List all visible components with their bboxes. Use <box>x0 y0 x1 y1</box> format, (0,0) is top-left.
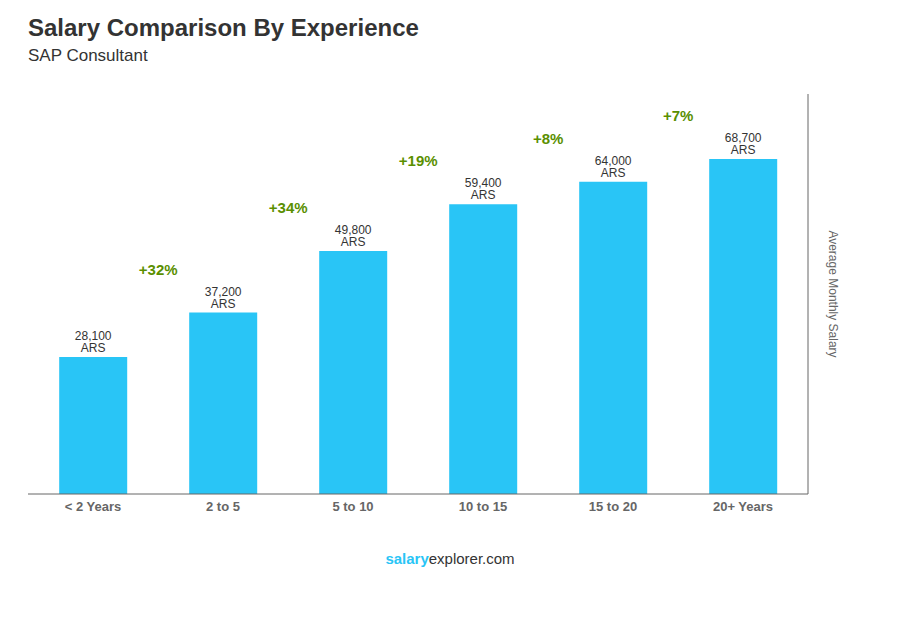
svg-text:68,700ARS: 68,700ARS <box>725 131 762 157</box>
svg-text:59,400ARS: 59,400ARS <box>465 176 502 202</box>
svg-text:15 to 20: 15 to 20 <box>589 499 637 514</box>
html-text:Salary Comparison By Experienc: Salary Comparison By Experience <box>28 14 419 41</box>
svg-text:Average Monthly Salary: Average Monthly Salary <box>826 230 840 357</box>
svg-text:+7%: +7% <box>663 107 693 124</box>
svg-text:+34%: +34% <box>269 199 308 216</box>
svg-text:64,000ARS: 64,000ARS <box>595 154 632 180</box>
svg-text:20+ Years: 20+ Years <box>713 499 773 514</box>
svg-text:49,800ARS: 49,800ARS <box>335 223 372 249</box>
svg-text:37,200ARS: 37,200ARS <box>205 285 242 311</box>
html-text:SAP Consultant: SAP Consultant <box>28 46 148 65</box>
html-text:salary explorer.com: salary explorer.com <box>385 550 515 567</box>
svg-text:10 to 15: 10 to 15 <box>459 499 507 514</box>
svg-text:5 to 10: 5 to 10 <box>332 499 373 514</box>
svg-text:+32%: +32% <box>139 261 178 278</box>
svg-text:2 to 5: 2 to 5 <box>206 499 240 514</box>
svg-text:+19%: +19% <box>399 152 438 169</box>
svg-text:+8%: +8% <box>533 130 563 147</box>
svg-text:28,100ARS: 28,100ARS <box>75 329 112 355</box>
svg-text:< 2 Years: < 2 Years <box>65 499 122 514</box>
